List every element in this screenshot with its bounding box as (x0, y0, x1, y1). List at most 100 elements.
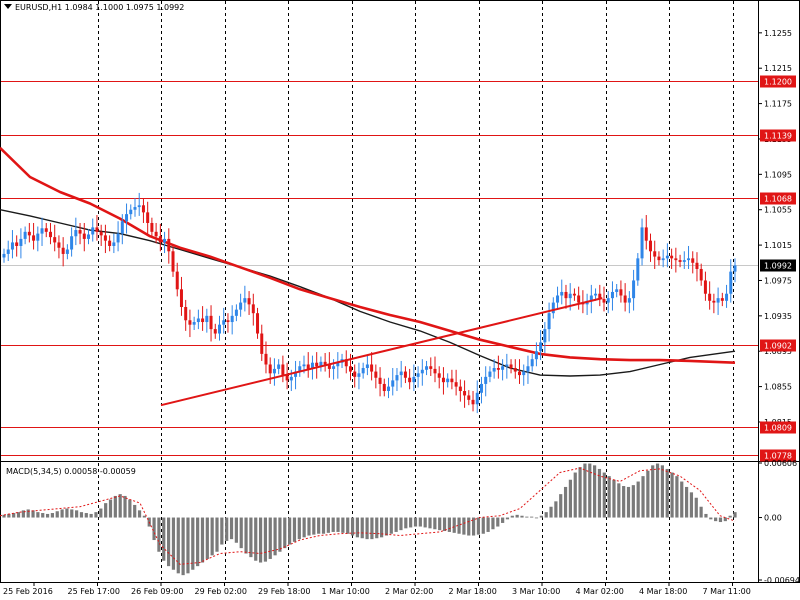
candle-body (703, 280, 707, 294)
macd-bar (452, 517, 456, 533)
macd-bar (268, 517, 272, 559)
candle-body (116, 233, 120, 243)
candle-body (256, 313, 260, 334)
price-tick-label: 1.1255 (764, 29, 792, 38)
dropdown-arrow-icon[interactable] (4, 4, 12, 9)
candle-body (154, 231, 158, 237)
macd-bar (394, 517, 398, 532)
macd-bar (481, 517, 485, 534)
macd-bar (665, 468, 669, 518)
macd-bar (723, 517, 727, 522)
macd-bar (60, 509, 64, 518)
macd-bar (709, 517, 713, 520)
candle-body (264, 353, 268, 365)
candle-body (272, 368, 276, 374)
macd-bar (423, 517, 427, 528)
macd-bar (515, 514, 519, 518)
macd-bar (520, 515, 524, 518)
macd-bar (617, 483, 621, 518)
candle-body (636, 258, 640, 281)
macd-bar (384, 517, 389, 536)
time-tick-label: 3 Mar 10:00 (512, 587, 560, 596)
trendline[interactable] (160, 297, 603, 407)
candle-body (133, 207, 137, 210)
candle-body (289, 376, 293, 381)
candle-body (505, 364, 509, 367)
candle-body (425, 366, 429, 370)
price-tick-label: 1.1015 (764, 241, 792, 250)
candle-body (661, 258, 665, 261)
candle-body (653, 251, 657, 257)
candle-body (361, 368, 365, 374)
candle-body (53, 237, 57, 243)
price-level-tag-label: 1.0809 (764, 424, 792, 433)
macd-bar (360, 517, 364, 539)
macd-bar (186, 517, 190, 574)
candle-body (112, 242, 116, 246)
candle-body (665, 255, 669, 259)
macd-bar (258, 517, 263, 563)
macd-bar (733, 512, 737, 518)
price-level-tag-label: 1.0778 (764, 452, 792, 461)
candle-body (691, 258, 695, 263)
macd-bar (104, 503, 108, 518)
candle-body (657, 256, 661, 261)
moving-average-red (0, 146, 736, 364)
candle-body (716, 298, 720, 303)
candle-body (441, 377, 445, 383)
macd-bar (505, 517, 510, 520)
macd-bar (578, 467, 582, 518)
candle-body (281, 364, 285, 376)
candle-body (399, 371, 403, 376)
candle-body (623, 295, 627, 303)
candle-body (205, 315, 209, 323)
candle-body (513, 368, 517, 372)
macd-bar (534, 517, 539, 519)
candle-body (733, 265, 737, 272)
macd-bar (675, 476, 679, 518)
candle-body (720, 298, 724, 301)
macd-bar (544, 512, 548, 518)
candle-body (323, 361, 327, 365)
candle-body (572, 293, 576, 296)
candle-body (408, 377, 412, 383)
candle-body (729, 271, 733, 294)
time-tick-label: 1 Mar 10:00 (322, 587, 370, 596)
candle-body (627, 298, 631, 303)
candle-body (568, 293, 572, 299)
candle-body (450, 378, 454, 383)
candle-body (230, 315, 234, 323)
candle-body (564, 291, 568, 299)
candle-body (606, 298, 610, 303)
candle-body (551, 302, 555, 314)
macd-bar (718, 517, 723, 523)
macd-bar (612, 479, 616, 518)
macd-bar (525, 516, 529, 518)
candle-body (589, 295, 593, 301)
macd-bar (7, 513, 11, 518)
price-tick-label: 1.0895 (764, 347, 792, 356)
macd-bar (626, 486, 631, 518)
macd-bar (670, 472, 674, 518)
candle-body (65, 249, 69, 254)
macd-bar (728, 515, 732, 518)
price-level-tag-label: 1.1200 (764, 78, 792, 87)
macd-bar (94, 512, 98, 518)
macd-bar (84, 513, 88, 518)
candle-body (496, 368, 500, 370)
macd-bar (660, 465, 664, 518)
time-tick-label: 29 Feb 18:00 (258, 587, 310, 596)
macd-bar (428, 517, 432, 529)
candle-body (602, 299, 606, 303)
candle-body (319, 361, 323, 367)
vertical-grid (98, 1, 734, 580)
candle-body (598, 293, 602, 300)
macd-bar (113, 495, 117, 518)
candle-body (141, 205, 145, 213)
macd-bar (471, 517, 476, 536)
candle-body (150, 222, 154, 232)
macd-bar (283, 517, 287, 549)
candle-body (32, 235, 36, 241)
macd-bar (554, 501, 558, 518)
